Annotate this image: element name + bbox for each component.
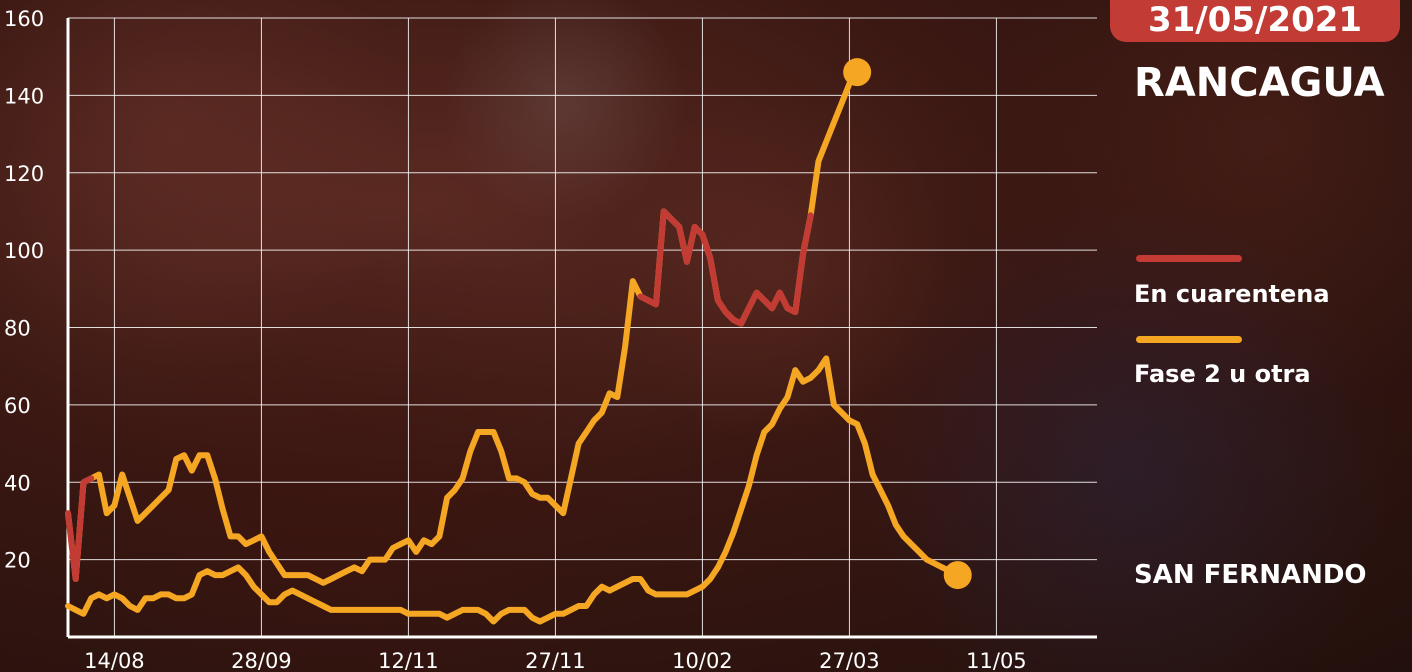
y-tick-label: 160 bbox=[4, 7, 44, 31]
series-end-marker-san-fernando bbox=[943, 561, 972, 590]
legend-label-quarantine: En cuarentena bbox=[1134, 280, 1330, 308]
y-tick-label: 140 bbox=[4, 84, 44, 108]
y-tick-label: 40 bbox=[4, 471, 31, 495]
y-tick-label: 120 bbox=[4, 162, 44, 186]
x-tick-label: 14/08 bbox=[84, 649, 145, 672]
city-label-san-fernando: SAN FERNANDO bbox=[1134, 560, 1367, 590]
y-tick-label: 100 bbox=[4, 239, 44, 263]
y-tick-label: 20 bbox=[4, 549, 31, 573]
x-tick-label: 11/05 bbox=[966, 649, 1027, 672]
series-line-san-fernando bbox=[65, 355, 961, 625]
x-tick-label: 12/11 bbox=[378, 649, 439, 672]
date-badge: 31/05/2021 bbox=[1110, 0, 1400, 42]
series-quarantine-segment-rancagua bbox=[637, 208, 814, 327]
x-tick-label: 10/02 bbox=[672, 649, 733, 672]
x-tick-label: 27/03 bbox=[819, 649, 880, 672]
x-tick-label: 27/11 bbox=[525, 649, 586, 672]
x-tick-label: 28/09 bbox=[231, 649, 292, 672]
y-tick-label: 80 bbox=[4, 317, 31, 341]
y-tick-label: 60 bbox=[4, 394, 31, 418]
series-end-marker-rancagua bbox=[843, 58, 872, 87]
legend-label-phase2: Fase 2 u otra bbox=[1134, 360, 1311, 388]
series-quarantine-segment-rancagua bbox=[65, 475, 95, 582]
city-label-rancagua: RANCAGUA bbox=[1134, 60, 1385, 106]
legend-swatch-quarantine bbox=[1136, 255, 1242, 262]
legend-swatch-phase2 bbox=[1136, 336, 1242, 343]
